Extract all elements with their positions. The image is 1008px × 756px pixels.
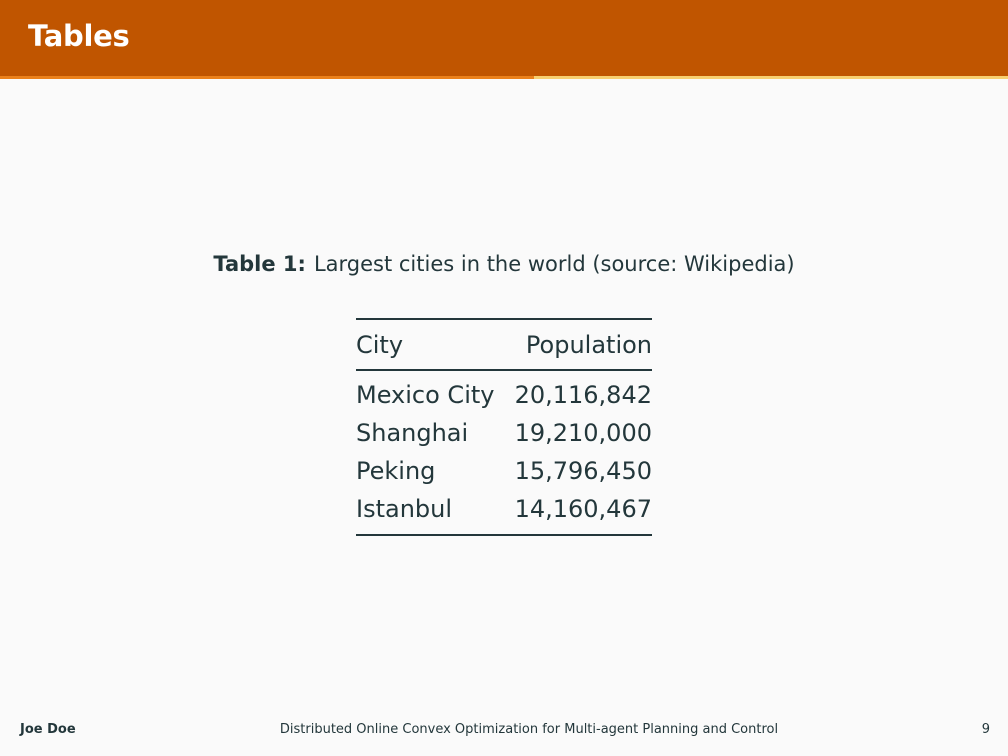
footer-author: Joe Doe (20, 722, 76, 737)
table-cell-population: 14,160,467 (514, 494, 652, 523)
column-header-population: Population (525, 331, 652, 359)
table-row: Peking 15,796,450 (356, 452, 652, 490)
footer-title: Distributed Online Convex Optimization f… (279, 722, 779, 737)
table-header-row: City Population (356, 320, 652, 369)
table-row: Mexico City 20,116,842 (356, 376, 652, 414)
table-cell-city: Istanbul (356, 494, 453, 523)
table-body: Mexico City 20,116,842 Shanghai 19,210,0… (356, 371, 652, 534)
progress-bar-fill (0, 76, 535, 79)
footer: Joe Doe Distributed Online Convex Optimi… (0, 718, 1008, 742)
table-cell-population: 20,116,842 (514, 380, 652, 409)
table-cell-population: 19,210,000 (514, 418, 652, 447)
table-caption: Table 1: Largest cities in the world (sou… (0, 252, 1008, 276)
table-top-rule (356, 318, 652, 320)
table-cell-population: 15,796,450 (514, 456, 652, 485)
table-cell-city: Shanghai (356, 418, 469, 447)
table-row: Istanbul 14,160,467 (356, 490, 652, 528)
table-caption-label: Table 1: (213, 252, 306, 276)
frame-title-bar: Tables (0, 0, 1008, 76)
table-cell-city: Mexico City (356, 380, 495, 409)
table-cell-city: Peking (356, 456, 436, 485)
table-bottom-rule (356, 533, 652, 536)
progress-bar (0, 76, 1008, 79)
column-header-city: City (356, 331, 404, 359)
frame-title: Tables (28, 19, 130, 53)
page-number: 9 (981, 722, 990, 737)
cities-table: City Population Mexico City 20,116,842 S… (356, 318, 652, 536)
table-mid-rule (356, 369, 652, 371)
table-caption-text: Largest cities in the world (source: Wik… (313, 252, 795, 276)
table-row: Shanghai 19,210,000 (356, 414, 652, 452)
